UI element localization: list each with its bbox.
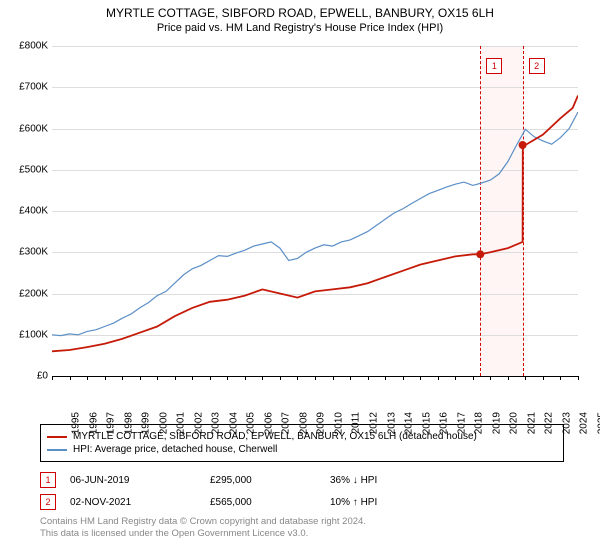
y-tick-label: £500K <box>0 164 48 175</box>
chart-plot-area: 12 <box>52 46 578 376</box>
attribution-footer: Contains HM Land Registry data © Crown c… <box>40 516 564 541</box>
series-marker <box>476 250 484 258</box>
marker-delta: 36% ↓ HPI <box>330 475 490 486</box>
x-axis: 1995199619971998199920002001200220032004… <box>52 380 578 424</box>
series-line <box>52 112 578 336</box>
marker-price: £295,000 <box>210 475 330 486</box>
y-tick-label: £400K <box>0 206 48 217</box>
title-block: MYRTLE COTTAGE, SIBFORD ROAD, EPWELL, BA… <box>0 0 600 34</box>
legend-row: MYRTLE COTTAGE, SIBFORD ROAD, EPWELL, BA… <box>47 431 557 442</box>
chart-title: MYRTLE COTTAGE, SIBFORD ROAD, EPWELL, BA… <box>0 6 600 20</box>
x-tick-mark <box>578 376 579 380</box>
legend-swatch <box>47 449 67 451</box>
y-tick-label: £0 <box>0 371 48 382</box>
y-tick-label: £700K <box>0 82 48 93</box>
series-marker <box>519 141 527 149</box>
series-layer <box>52 46 578 377</box>
y-axis: £0£100K£200K£300K£400K£500K£600K£700K£80… <box>0 46 50 376</box>
legend: MYRTLE COTTAGE, SIBFORD ROAD, EPWELL, BA… <box>40 424 564 462</box>
legend-label: MYRTLE COTTAGE, SIBFORD ROAD, EPWELL, BA… <box>73 431 477 442</box>
footer-line-1: Contains HM Land Registry data © Crown c… <box>40 516 564 528</box>
marker-badge: 1 <box>40 472 56 488</box>
callout-badge: 2 <box>529 58 545 74</box>
marker-date: 02-NOV-2021 <box>70 497 210 508</box>
chart-subtitle: Price paid vs. HM Land Registry's House … <box>0 22 600 34</box>
chart-root: MYRTLE COTTAGE, SIBFORD ROAD, EPWELL, BA… <box>0 0 600 560</box>
y-tick-label: £800K <box>0 41 48 52</box>
marker-delta: 10% ↑ HPI <box>330 497 490 508</box>
transaction-markers: 1 06-JUN-2019£295,00036% ↓ HPI 2 02-NOV-202… <box>40 466 564 516</box>
y-tick-label: £200K <box>0 288 48 299</box>
x-tick-label: 2025 <box>596 412 600 434</box>
marker-row: 1 06-JUN-2019£295,00036% ↓ HPI <box>40 472 564 488</box>
marker-date: 06-JUN-2019 <box>70 475 210 486</box>
y-tick-label: £600K <box>0 123 48 134</box>
marker-badge: 2 <box>40 494 56 510</box>
y-tick-label: £100K <box>0 329 48 340</box>
x-tick-label: 2024 <box>579 412 590 434</box>
marker-row: 2 02-NOV-2021£565,00010% ↑ HPI <box>40 494 564 510</box>
series-line <box>52 96 578 352</box>
marker-price: £565,000 <box>210 497 330 508</box>
legend-row: HPI: Average price, detached house, Cher… <box>47 444 557 455</box>
legend-label: HPI: Average price, detached house, Cher… <box>73 444 277 455</box>
callout-badge: 1 <box>486 58 502 74</box>
legend-swatch <box>47 436 67 438</box>
y-tick-label: £300K <box>0 247 48 258</box>
footer-line-2: This data is licensed under the Open Gov… <box>40 528 564 540</box>
